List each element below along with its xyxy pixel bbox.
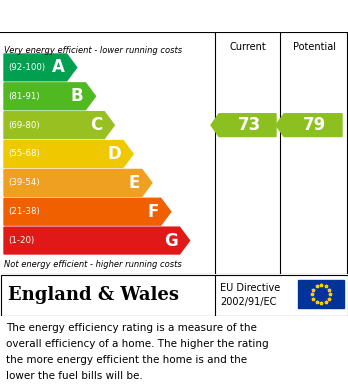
Polygon shape (4, 112, 114, 138)
Text: Energy Efficiency Rating: Energy Efficiency Rating (9, 9, 219, 23)
Text: 79: 79 (303, 116, 327, 134)
Text: (92-100): (92-100) (8, 63, 45, 72)
Text: the more energy efficient the home is and the: the more energy efficient the home is an… (6, 355, 247, 365)
Bar (298, 280, 344, 308)
Polygon shape (4, 169, 152, 196)
Text: G: G (164, 231, 177, 249)
Text: (69-80): (69-80) (8, 121, 40, 130)
Text: F: F (147, 203, 159, 221)
Text: (55-68): (55-68) (8, 149, 40, 158)
Text: C: C (90, 116, 102, 134)
Text: D: D (108, 145, 121, 163)
Text: 73: 73 (238, 116, 261, 134)
Text: Current: Current (229, 42, 266, 52)
Polygon shape (211, 114, 276, 136)
Text: EU Directive: EU Directive (220, 283, 280, 293)
Polygon shape (4, 141, 133, 167)
Polygon shape (4, 54, 77, 81)
Text: B: B (71, 87, 84, 105)
Text: (21-38): (21-38) (8, 207, 40, 216)
Text: (39-54): (39-54) (8, 178, 40, 187)
Polygon shape (276, 114, 342, 136)
Text: (1-20): (1-20) (8, 236, 34, 245)
Polygon shape (4, 83, 95, 110)
Text: Very energy efficient - lower running costs: Very energy efficient - lower running co… (4, 46, 182, 55)
Text: A: A (52, 58, 65, 76)
Text: overall efficiency of a home. The higher the rating: overall efficiency of a home. The higher… (6, 339, 269, 349)
Text: Potential: Potential (293, 42, 335, 52)
Text: The energy efficiency rating is a measure of the: The energy efficiency rating is a measur… (6, 323, 257, 333)
Text: 2002/91/EC: 2002/91/EC (220, 297, 276, 307)
Text: lower the fuel bills will be.: lower the fuel bills will be. (6, 371, 143, 381)
Text: Not energy efficient - higher running costs: Not energy efficient - higher running co… (4, 260, 182, 269)
Polygon shape (4, 227, 190, 254)
Polygon shape (4, 198, 171, 225)
Text: E: E (128, 174, 140, 192)
Text: England & Wales: England & Wales (8, 286, 179, 304)
Text: (81-91): (81-91) (8, 92, 40, 101)
